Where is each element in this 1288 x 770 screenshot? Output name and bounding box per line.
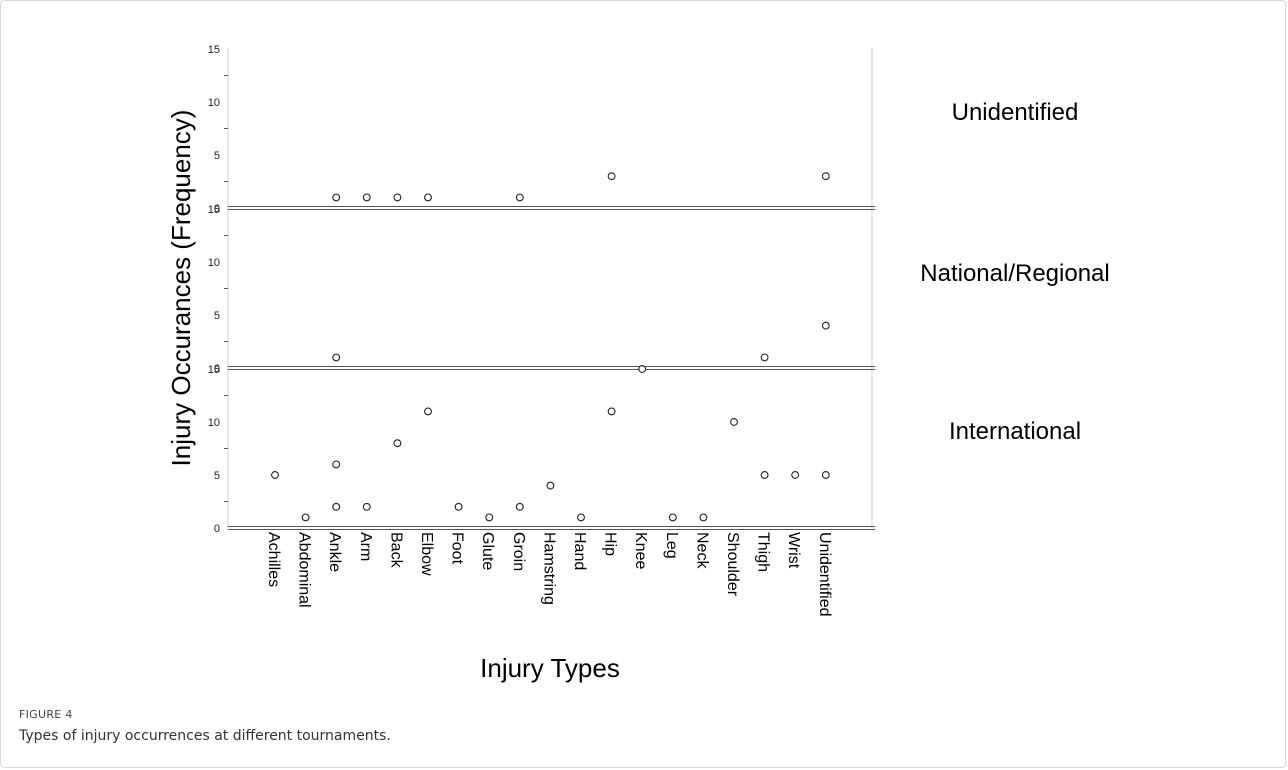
data-point <box>638 365 647 373</box>
y-tick-label: 10 <box>208 417 220 429</box>
data-point <box>760 353 769 362</box>
y-tick-label: 15 <box>208 204 220 216</box>
panel-label: National/Regional <box>920 260 1109 287</box>
data-point <box>424 193 432 202</box>
data-point <box>577 513 585 522</box>
data-point <box>332 502 341 511</box>
data-point <box>607 172 616 181</box>
x-tick-label: Shoulder <box>724 532 741 597</box>
x-tick-label: Neck <box>693 532 710 569</box>
data-point <box>668 513 677 522</box>
data-point <box>607 407 616 416</box>
category-labels-layer: Achilles Abdominal Ankle Arm Back Elbow Foot Gl… <box>265 532 833 617</box>
data-point <box>454 502 463 511</box>
data-point <box>821 321 830 330</box>
x-tick-label: Hand <box>571 532 588 570</box>
data-point <box>791 471 800 479</box>
y-tick-label: 0 <box>214 363 220 375</box>
figure-caption: Types of injury occurrences at different… <box>19 728 391 744</box>
x-tick-label: Leg <box>663 532 680 559</box>
data-point <box>515 193 524 202</box>
data-point <box>485 513 494 522</box>
x-tick-label: Unidentified <box>816 532 833 617</box>
x-tick-label: Elbow <box>418 532 435 576</box>
y-tick-label: 10 <box>208 257 220 269</box>
x-tick-label: Arm <box>357 532 374 561</box>
x-tick-label: Wrist <box>785 532 802 569</box>
x-tick-label: Hamstring <box>540 532 557 605</box>
x-tick-label: Glute <box>479 532 496 570</box>
data-point <box>821 172 830 181</box>
y-tick-label: 0 <box>214 523 220 535</box>
panel-label: Unidentified <box>952 99 1079 126</box>
data-point <box>271 471 279 479</box>
y-tick-label: 5 <box>214 310 220 322</box>
x-tick-label: Thigh <box>755 532 772 572</box>
data-point <box>546 481 555 490</box>
y-axis-title: Injury Occurances (Frequency) <box>166 110 196 467</box>
data-point <box>393 193 402 202</box>
x-tick-label: Foot <box>449 532 466 565</box>
data-point <box>699 513 708 522</box>
data-point <box>821 471 830 479</box>
x-tick-label: Achilles <box>265 532 282 587</box>
data-point <box>332 460 341 469</box>
data-point <box>393 439 402 448</box>
y-tick-label: 15 <box>208 44 220 56</box>
data-point <box>424 407 432 416</box>
axes-layer <box>227 48 875 530</box>
x-axis-title: Injury Types <box>480 653 620 683</box>
figure-label: FIGURE 4 <box>19 708 73 721</box>
y-tick-label: 0 <box>214 203 220 215</box>
y-tick-label: 5 <box>214 470 220 482</box>
data-point <box>362 502 371 511</box>
data-point <box>332 193 341 202</box>
y-tick-label: 10 <box>208 97 220 109</box>
data-point <box>301 513 310 522</box>
data-point <box>362 193 371 202</box>
points-layer <box>271 172 830 522</box>
data-point <box>332 353 341 362</box>
data-point <box>760 471 769 479</box>
data-point <box>515 502 524 511</box>
y-tick-label: 5 <box>214 150 220 162</box>
x-tick-label: Ankle <box>326 532 343 572</box>
x-tick-label: Groin <box>510 532 527 571</box>
data-point <box>730 418 738 426</box>
x-tick-label: Back <box>387 532 404 569</box>
panel-label: International <box>949 418 1081 445</box>
y-tick-label: 15 <box>208 364 220 376</box>
x-tick-label: Knee <box>632 532 649 569</box>
panel-labels-layer: Unidentified National/Regional Internation… <box>920 99 1109 445</box>
x-tick-label: Hip <box>602 532 619 556</box>
x-tick-label: Abdominal <box>296 532 313 608</box>
